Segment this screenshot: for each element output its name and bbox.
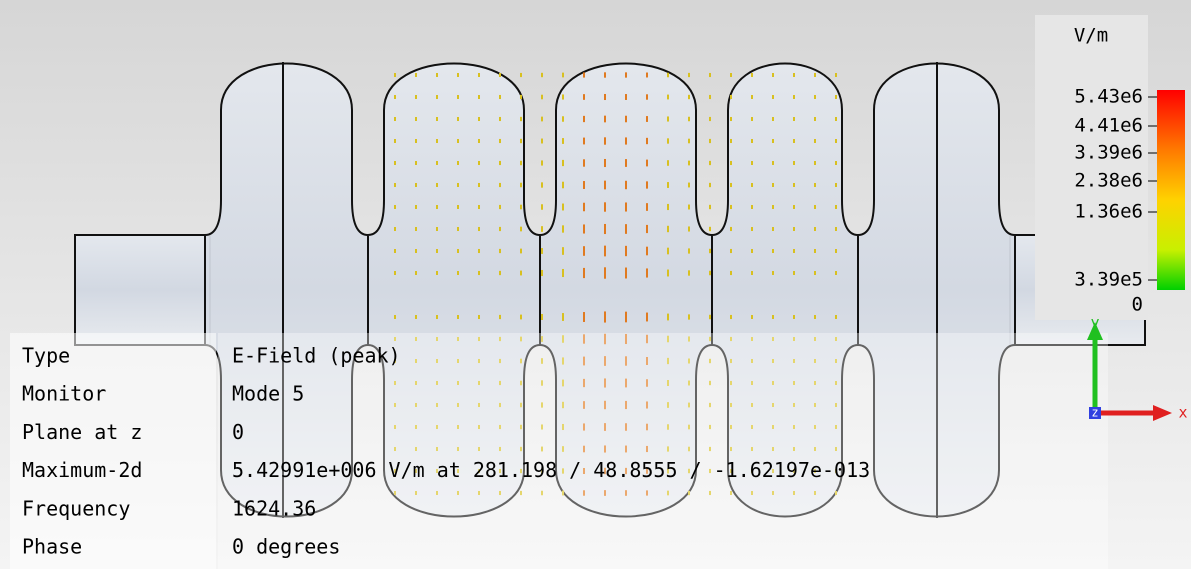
y-axis-label: y [1090, 314, 1099, 332]
x-axis-label: x [1178, 404, 1187, 422]
z-axis-label: z [1091, 406, 1098, 420]
legend-unit: V/m [1074, 25, 1108, 47]
legend-tick-label: 3.39e6 [1074, 142, 1143, 164]
legend-tick-label: 0 [1132, 294, 1143, 316]
info-value: E-Field (peak) [232, 344, 401, 368]
info-value: Mode 5 [232, 382, 304, 406]
page: Type E-Field (peak) Monitor Mode 5 Plane at … [0, 0, 1191, 569]
legend-tick-label: 4.41e6 [1074, 115, 1143, 137]
info-value-panel [218, 333, 1108, 569]
legend-tick-label: 2.38e6 [1074, 170, 1143, 192]
info-label: Maximum-2d [22, 458, 142, 482]
info-value: 0 [232, 420, 244, 444]
info-value: 0 degrees [232, 535, 340, 559]
legend-tick-label: 3.39e5 [1074, 269, 1143, 291]
beam-pipe-left [75, 235, 210, 345]
info-label: Plane at z [22, 420, 142, 444]
info-label: Frequency [22, 496, 130, 520]
info-value: 5.42991e+006 V/m at 281.198 / 48.8555 / … [232, 458, 870, 482]
info-label: Phase [22, 535, 82, 559]
viewport: Type E-Field (peak) Monitor Mode 5 Plane at … [0, 0, 1191, 569]
legend-tick-label: 5.43e6 [1074, 86, 1143, 108]
color-bar [1157, 90, 1185, 290]
info-label: Monitor [22, 382, 106, 406]
legend-tick-label: 1.36e6 [1074, 201, 1143, 223]
info-value: 1624.36 [232, 496, 316, 520]
info-label: Type [22, 344, 70, 368]
